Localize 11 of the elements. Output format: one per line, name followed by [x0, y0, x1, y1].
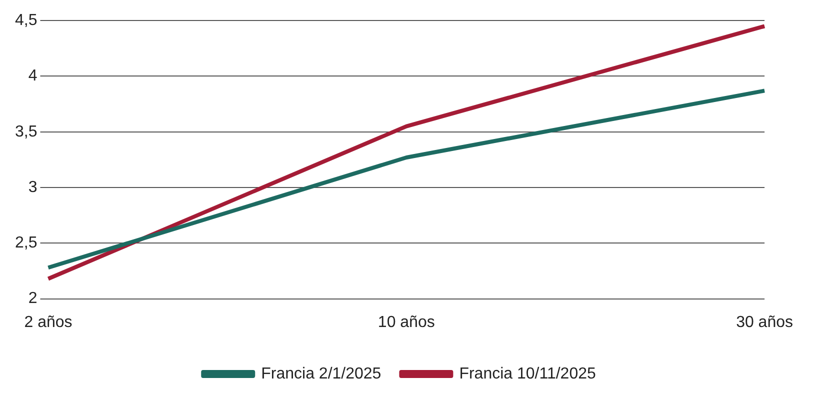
- y-tick-label: 2: [28, 290, 38, 308]
- y-tick-label: 4,5: [14, 12, 38, 30]
- legend-label: Francia 2/1/2025: [261, 365, 382, 382]
- x-tick-label: 30 años: [736, 314, 793, 331]
- y-tick-label: 3,5: [14, 123, 38, 140]
- y-tick-label: 4: [28, 68, 38, 85]
- x-tick-label: 10 años: [378, 314, 435, 331]
- legend-label: Francia 10/11/2025: [459, 365, 596, 382]
- y-tick-label: 2,5: [14, 234, 38, 252]
- x-tick-label: 2 años: [24, 314, 72, 331]
- y-tick-label: 3: [28, 178, 38, 196]
